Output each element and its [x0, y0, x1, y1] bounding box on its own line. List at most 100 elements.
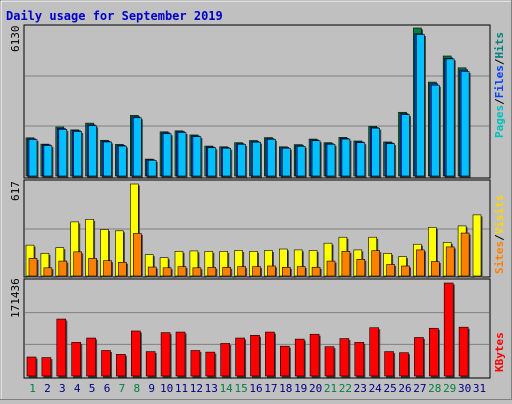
- day-label: 25: [383, 382, 396, 395]
- sites-bar: [207, 267, 217, 277]
- day-label: 9: [148, 382, 155, 395]
- kbytes-bar: [131, 330, 141, 377]
- sites-bar: [237, 266, 246, 277]
- day-label: 27: [413, 382, 426, 395]
- pages-bar: [222, 147, 231, 177]
- sites-bar: [252, 266, 261, 277]
- legend-entry: Sites: [493, 241, 506, 274]
- day-label: 5: [89, 382, 96, 395]
- legend-entry: /: [493, 98, 506, 105]
- pages-bar: [88, 125, 97, 177]
- kbytes-bar: [175, 331, 186, 377]
- sites-bar: [103, 260, 112, 277]
- day-label: 11: [175, 382, 188, 395]
- bars-layer: [25, 27, 483, 378]
- kbytes-bar: [205, 351, 216, 377]
- kbytes-bar: [428, 327, 439, 377]
- day-label: 15: [234, 382, 247, 395]
- kbytes-bar: [354, 342, 365, 377]
- legend-mid: Sites/Visits: [493, 195, 506, 275]
- day-labels: 1 2 3 4 5 6 7 8 9 10 11 12 13 14 15 16 17 18 19 20 21 22 23 24 2…: [29, 382, 486, 395]
- sites-bar: [133, 233, 142, 277]
- pages-bar: [326, 144, 336, 177]
- pages-bar: [177, 132, 187, 177]
- pages-bar: [43, 145, 53, 177]
- sites-bar: [28, 258, 38, 277]
- kbytes-bar: [294, 338, 305, 377]
- sites-bar: [445, 246, 455, 277]
- pages-bar: [430, 84, 440, 177]
- pages-bar: [147, 160, 157, 177]
- pages-bar: [103, 141, 112, 177]
- kbytes-bar: [458, 326, 469, 377]
- kbytes-bar: [339, 338, 350, 377]
- legend-entry: Pages: [493, 105, 506, 138]
- sites-bar: [371, 250, 381, 277]
- sites-bar: [118, 261, 127, 277]
- day-label: 17: [264, 382, 277, 395]
- kbytes-bar: [26, 356, 37, 377]
- day-label: 21: [324, 382, 337, 395]
- sites-bar: [326, 260, 336, 277]
- day-label: 1: [29, 382, 36, 395]
- day-label: 29: [443, 382, 456, 395]
- sites-bar: [356, 258, 366, 277]
- sites-bar: [296, 266, 306, 277]
- day-label: 10: [160, 382, 173, 395]
- pages-bar: [192, 136, 202, 177]
- sites-bar: [58, 260, 68, 277]
- grid-lines: [25, 75, 489, 345]
- kbytes-bar: [190, 350, 201, 377]
- day-label: 24: [369, 382, 383, 395]
- pages-bar: [371, 127, 381, 177]
- pages-bar: [401, 114, 410, 177]
- day-label: 2: [44, 382, 51, 395]
- sites-bar: [281, 267, 291, 277]
- sites-bar: [222, 267, 231, 277]
- kbytes-bar: [71, 342, 81, 377]
- day-label: 30: [458, 382, 471, 395]
- sites-bar: [192, 267, 202, 277]
- sites-bar: [43, 267, 53, 277]
- legend-entry: /: [493, 58, 506, 65]
- sites-bar: [311, 267, 321, 277]
- kbytes-bar: [160, 332, 171, 377]
- sites-bar: [416, 249, 425, 277]
- pages-bar: [237, 144, 246, 177]
- day-label: 31: [473, 382, 486, 395]
- sites-bar: [88, 258, 97, 277]
- day-label: 7: [119, 382, 126, 395]
- pages-bar: [58, 129, 68, 177]
- pages-bar: [386, 143, 395, 177]
- day-label: 12: [190, 382, 203, 395]
- pages-bar: [252, 141, 261, 177]
- day-label: 4: [74, 382, 81, 395]
- day-label: 3: [59, 382, 66, 395]
- sites-bar: [162, 267, 172, 277]
- top-ymax-label: 6130: [9, 26, 22, 53]
- legend-entry: /: [493, 234, 506, 241]
- day-label: 18: [279, 382, 292, 395]
- day-label: 26: [398, 382, 411, 395]
- chart-title: Daily usage for September 2019: [6, 9, 223, 23]
- sites-bar: [73, 251, 82, 277]
- kbytes-bar: [220, 343, 230, 377]
- kbytes-bar: [399, 352, 409, 377]
- day-label: 19: [294, 382, 307, 395]
- visits-bar: [472, 214, 482, 277]
- kbytes-bar: [235, 337, 245, 377]
- pages-bar: [445, 58, 455, 177]
- legend-entry: Files: [493, 65, 506, 98]
- mid-ymax-label: 617: [9, 181, 22, 201]
- pages-bar: [281, 147, 291, 177]
- kbytes-bar: [86, 337, 96, 377]
- kbytes-bar: [443, 282, 454, 377]
- kbytes-bar: [414, 337, 424, 377]
- day-label: 20: [309, 382, 322, 395]
- day-label: 8: [133, 382, 140, 395]
- pages-bar: [207, 147, 217, 177]
- day-label: 22: [339, 382, 352, 395]
- kbytes-bar: [324, 346, 335, 377]
